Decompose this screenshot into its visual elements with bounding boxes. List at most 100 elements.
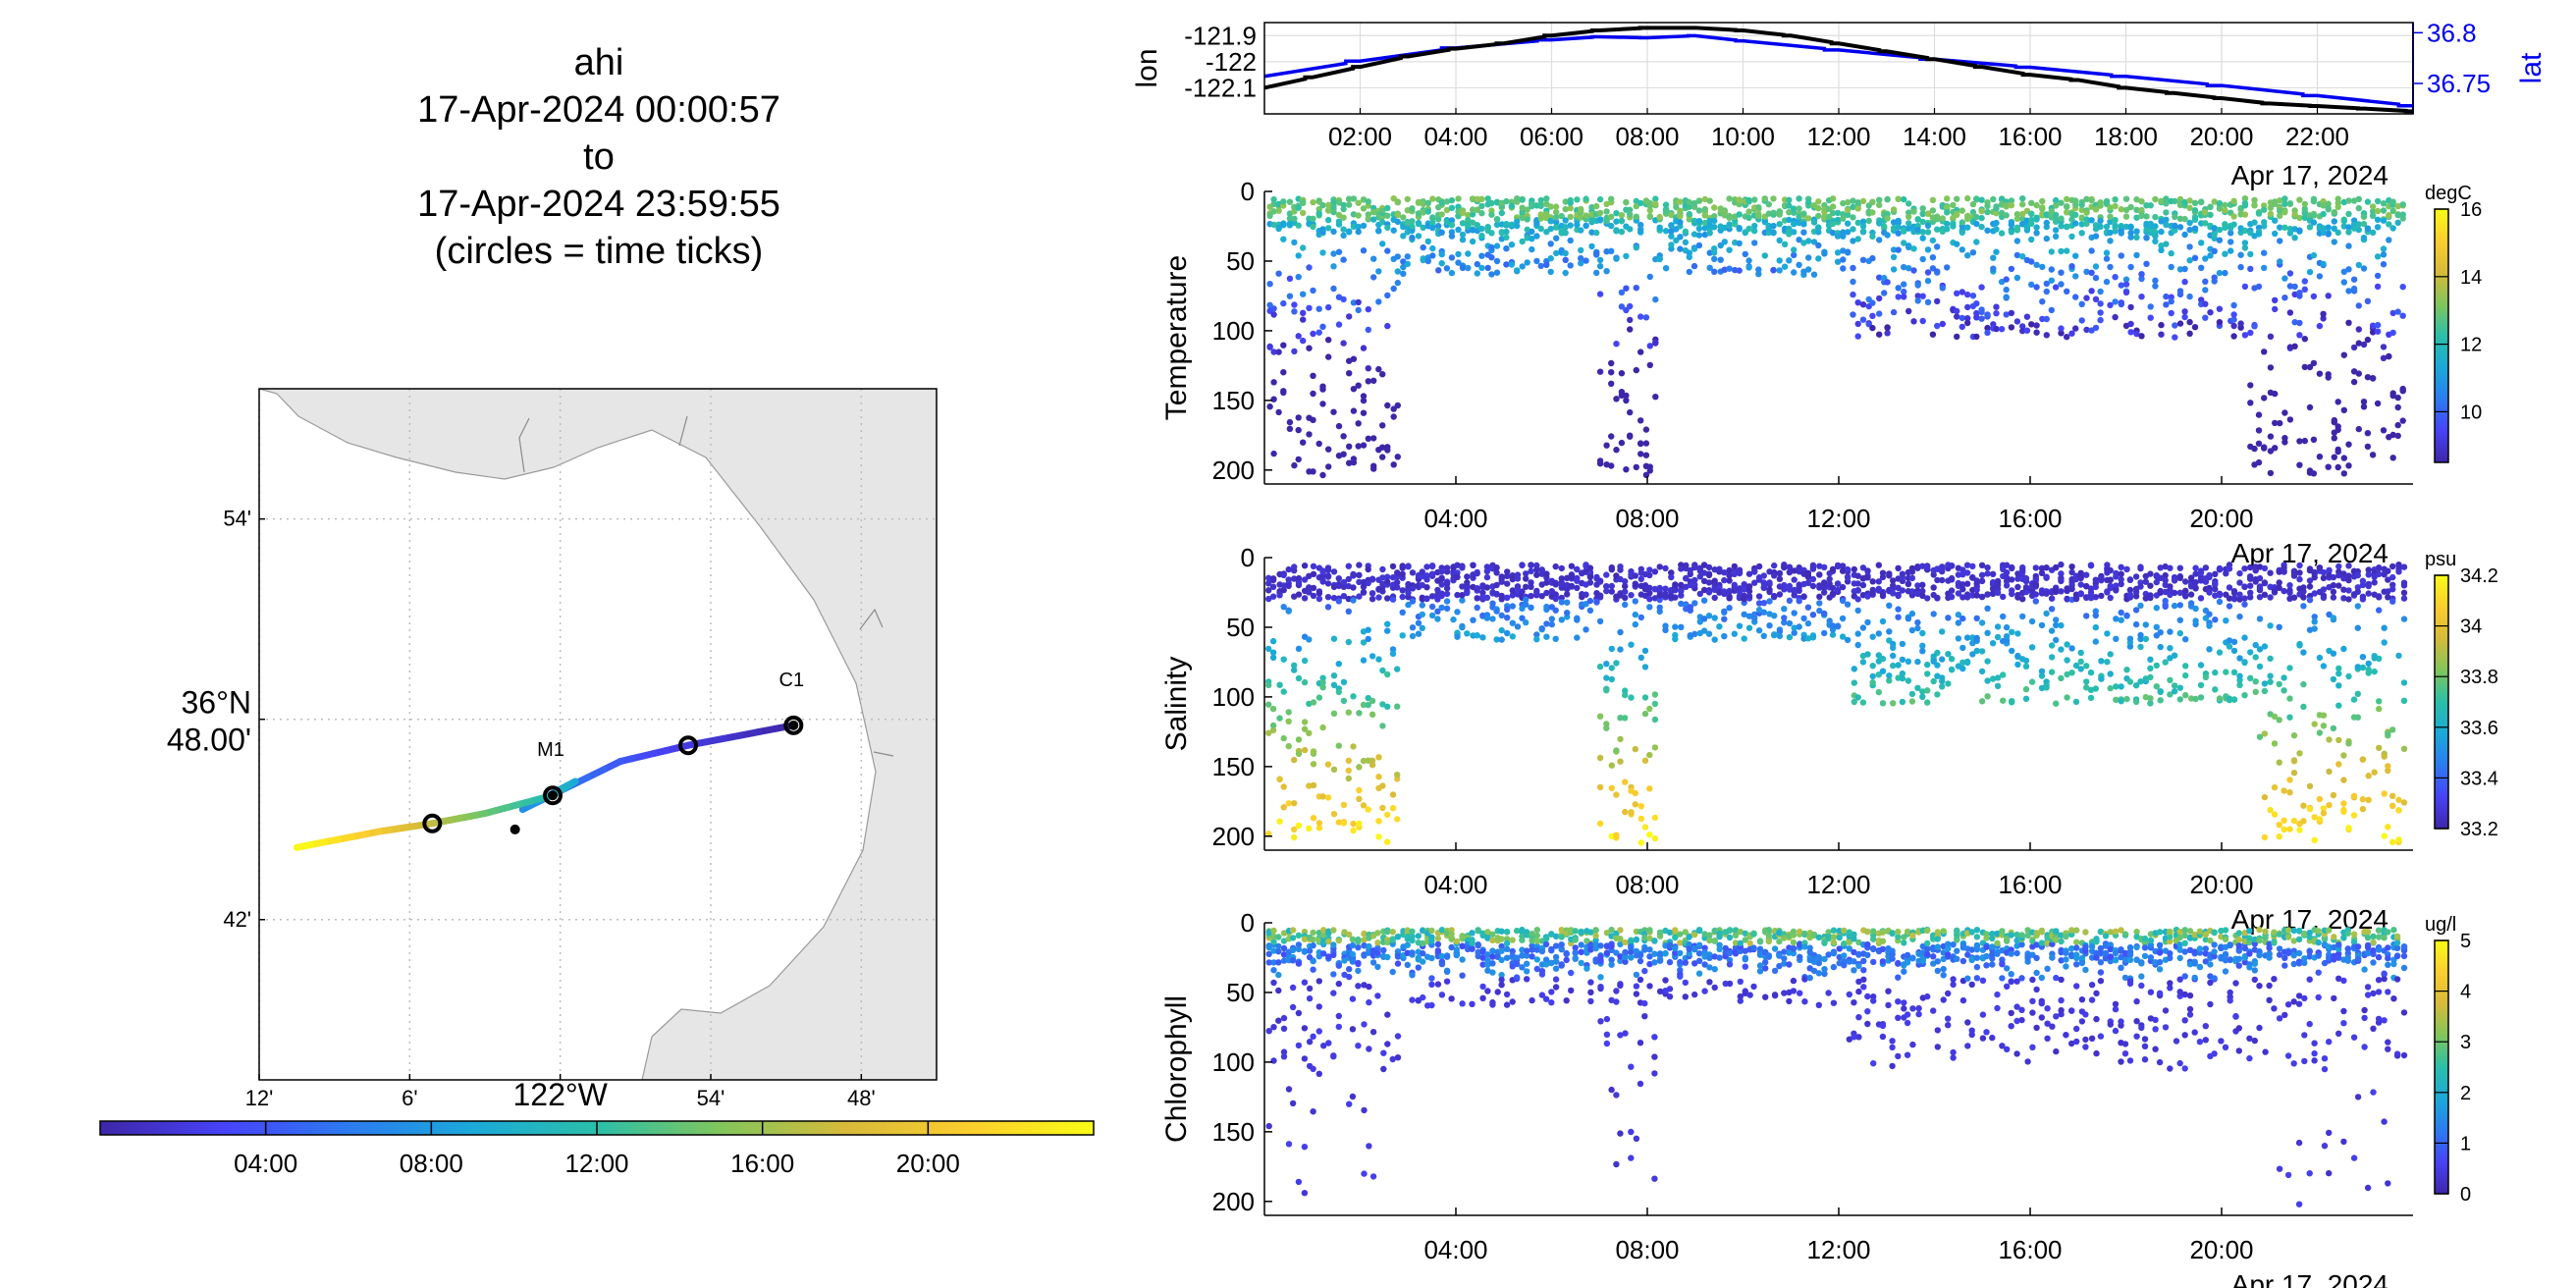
scatter-point: [2014, 630, 2021, 637]
scatter-point: [2335, 761, 2342, 768]
scatter-point: [2187, 600, 2195, 607]
scatter-point: [1840, 233, 1847, 240]
scatter-point: [1973, 647, 1980, 655]
scatter-point: [2286, 283, 2294, 290]
scatter-point: [1721, 616, 1728, 622]
scatter-point: [1529, 228, 1535, 236]
scatter-point: [1514, 623, 1522, 630]
scatter-point: [1301, 563, 1309, 569]
scatter-point: [1805, 238, 1812, 244]
scatter-point: [1821, 579, 1828, 586]
scatter-point: [1859, 256, 1867, 263]
scatter-point: [2008, 202, 2015, 209]
scatter-point: [2311, 574, 2318, 581]
scatter-point: [1270, 1057, 1277, 1064]
scatter-point: [2123, 667, 2130, 673]
scatter-point: [1519, 210, 1526, 217]
scatter-point: [1678, 581, 1685, 589]
scatter-point: [1656, 255, 1663, 263]
scatter-point: [1829, 565, 1837, 572]
scatter-point: [1493, 216, 1501, 223]
scatter-point: [1603, 571, 1610, 578]
scatter-point: [2137, 643, 2144, 651]
scatter-point: [1420, 958, 1426, 965]
scatter-point: [2132, 620, 2140, 628]
scatter-point: [1875, 562, 1883, 568]
scatter-point: [1845, 211, 1852, 219]
scatter-point: [1280, 734, 1287, 742]
scatter-point: [1558, 564, 1566, 572]
scatter-point: [2168, 297, 2174, 305]
scatter-point: [1428, 612, 1436, 619]
scatter-point: [1346, 313, 1353, 320]
scatter-point: [1677, 198, 1684, 205]
scatter-point: [2163, 200, 2170, 207]
scatter-point: [2126, 635, 2134, 642]
scatter-point: [1854, 694, 1861, 701]
scatter-point: [2330, 594, 2337, 601]
map-lon-tick-label: 122°W: [512, 1077, 608, 1112]
scatter-point: [1310, 1108, 1316, 1115]
scatter-point: [1895, 224, 1902, 231]
scatter-point: [2083, 684, 2090, 691]
scatter-point: [2043, 211, 2050, 218]
scatter-point: [2198, 264, 2205, 271]
scatter-point: [2138, 206, 2145, 214]
scatter-point: [2052, 284, 2060, 291]
scatter-point: [2296, 461, 2303, 468]
scatter-point: [1291, 826, 1298, 833]
scatter-point: [1537, 201, 1544, 208]
scatter-point: [1840, 211, 1847, 218]
scatter-point: [2345, 825, 2352, 832]
scatter-point: [1700, 577, 1708, 585]
scatter-point: [1964, 215, 1971, 223]
scatter-point: [2281, 295, 2288, 301]
scatter-point: [1484, 195, 1491, 202]
scatter-point: [1678, 592, 1685, 599]
scatter-point: [1959, 644, 1966, 652]
scatter-point: [2247, 575, 2254, 582]
scatter-point: [2192, 695, 2199, 703]
scatter-point: [1899, 587, 1906, 594]
scatter-point: [1924, 595, 1931, 602]
scatter-point: [2236, 591, 2243, 598]
scatter-point: [1443, 265, 1451, 272]
scatter-point: [2310, 212, 2318, 219]
scatter-point: [2043, 315, 2050, 323]
scatter-point: [1726, 212, 1733, 220]
scatter-point: [2019, 253, 2026, 260]
scatter-point: [2033, 230, 2040, 237]
scatter-point: [1335, 422, 1343, 430]
scatter-point: [2009, 698, 2015, 705]
scatter-point: [2032, 580, 2039, 588]
scatter-point: [2300, 649, 2307, 656]
scatter-point: [1509, 998, 1516, 1005]
scatter-point: [2290, 817, 2298, 825]
scatter-point: [1809, 634, 1817, 641]
scatter-point: [1642, 426, 1650, 433]
scatter-point: [1608, 462, 1615, 469]
scatter-point: [1978, 284, 1985, 291]
scatter-point: [2241, 601, 2248, 608]
scatter-point: [1523, 570, 1530, 577]
scatter-point: [1948, 563, 1956, 569]
scatter-point: [1755, 204, 1762, 211]
scatter-point: [2053, 587, 2060, 595]
scatter-point: [1781, 618, 1788, 626]
scatter-point: [2182, 592, 2189, 599]
scatter-point: [1360, 247, 1368, 254]
scatter-point: [2186, 293, 2193, 300]
scatter-point: [1324, 572, 1332, 579]
figure-title: ahi 17-Apr-2024 00:00:57 to 17-Apr-2024 …: [324, 39, 874, 275]
scatter-point: [2399, 387, 2406, 394]
scatter-point: [1950, 215, 1957, 222]
map-lat-tick-line: 36°N: [182, 685, 252, 721]
scatter-point: [1869, 672, 1876, 680]
scatter-point: [1622, 939, 1629, 946]
scatter-point: [1356, 786, 1363, 794]
scatter-point: [1603, 724, 1610, 731]
scatter-point: [1379, 207, 1386, 214]
scatter-point: [1984, 324, 1991, 332]
scatter-point: [1330, 681, 1338, 688]
scatter-point: [2157, 629, 2164, 636]
